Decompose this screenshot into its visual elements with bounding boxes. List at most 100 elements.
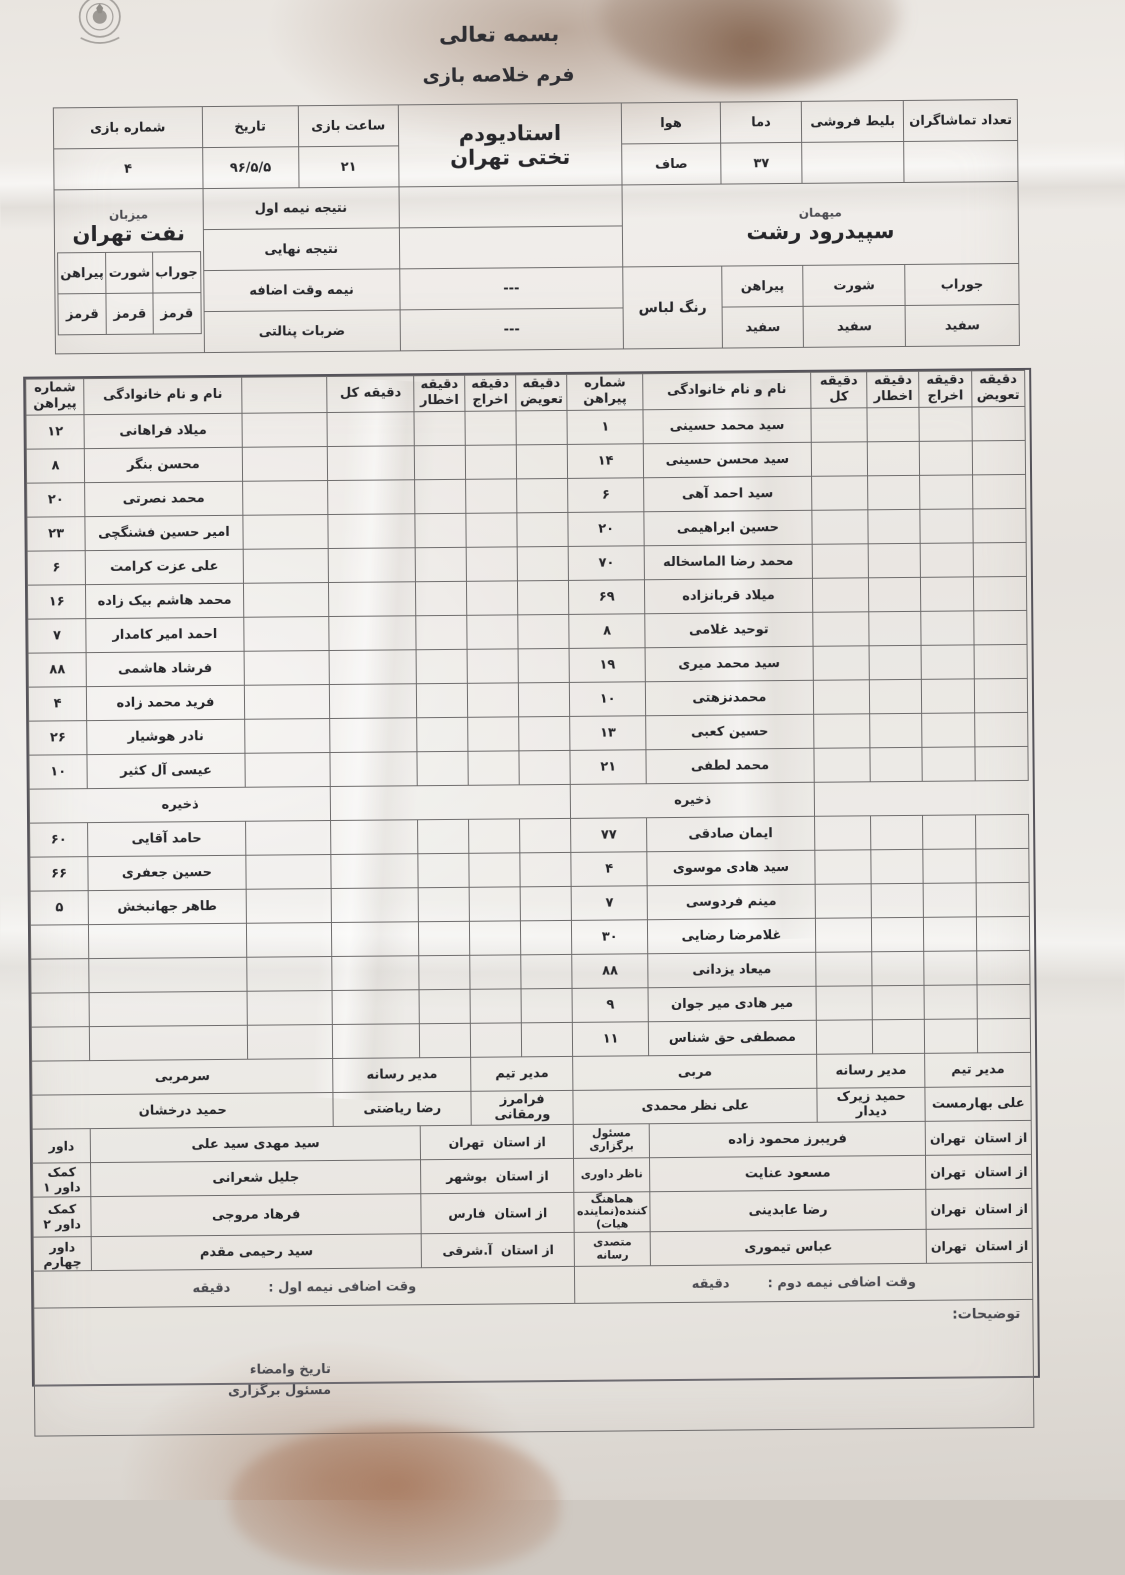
home-substitute-minute-cell[interactable] xyxy=(245,820,332,855)
home-substitute-minute-cell[interactable] xyxy=(246,955,333,991)
away-starter-number[interactable]: ۸ xyxy=(569,613,645,648)
away-substitute-minute-cell[interactable] xyxy=(922,814,976,849)
away-starter-minute-cell[interactable] xyxy=(811,509,869,544)
home-starter-minute-cell[interactable] xyxy=(414,444,466,480)
match-date-value[interactable]: ۹۶/۵/۵ xyxy=(202,146,299,189)
home-starter-minute-cell[interactable] xyxy=(467,716,519,751)
away-starter-number[interactable]: ۶ xyxy=(568,477,644,512)
home-starter-minute-cell[interactable] xyxy=(516,477,569,513)
home-substitute-minute-cell[interactable] xyxy=(520,919,573,955)
away-substitute-minute-cell[interactable] xyxy=(816,985,873,1020)
home-starter-name[interactable]: محمد هاشم بیک زاده xyxy=(85,582,244,619)
home-starter-minute-cell[interactable] xyxy=(415,614,468,650)
home-substitute-minute-cell[interactable] xyxy=(520,953,573,989)
official-name-3[interactable]: سید رحیمی مقدم xyxy=(91,1234,422,1272)
home-substitute-minute-cell[interactable] xyxy=(246,1023,334,1059)
penalties-value[interactable]: --- xyxy=(399,307,624,351)
away-starter-minute-cell[interactable] xyxy=(971,439,1026,475)
home-starter-minute-cell[interactable] xyxy=(243,582,330,617)
away-starter-name[interactable]: سید محمد میری xyxy=(644,645,814,682)
away-starter-minute-cell[interactable] xyxy=(867,406,920,442)
home-starter-number[interactable]: ۸۸ xyxy=(28,652,87,687)
away-starter-number[interactable]: ۱۹ xyxy=(569,647,646,682)
away-starter-minute-cell[interactable] xyxy=(812,611,870,646)
home-starter-minute-cell[interactable] xyxy=(515,443,569,479)
home-substitute-minute-cell[interactable] xyxy=(332,989,420,1024)
home-substitute-minute-cell[interactable] xyxy=(332,955,420,990)
home-starter-minute-cell[interactable] xyxy=(241,446,328,481)
home-substitute-minute-cell[interactable] xyxy=(519,851,572,887)
home-starter-number[interactable]: ۱۶ xyxy=(27,584,86,619)
home-staff-name-manager[interactable]: فرامرز ورمقانی xyxy=(470,1089,574,1125)
home-starter-minute-cell[interactable] xyxy=(241,412,328,447)
home-starter-number[interactable]: ۲۶ xyxy=(28,720,88,755)
home-starter-name[interactable]: محمد نصرتی xyxy=(84,480,243,517)
away-substitute-minute-cell[interactable] xyxy=(871,916,925,952)
home-substitute-minute-cell[interactable] xyxy=(470,988,521,1023)
home-substitute-minute-cell[interactable] xyxy=(519,885,572,921)
away-substitute-number[interactable]: ۷۷ xyxy=(571,817,647,852)
away-starter-minute-cell[interactable] xyxy=(811,441,868,476)
home-substitute-minute-cell[interactable] xyxy=(330,819,418,855)
home-starter-minute-cell[interactable] xyxy=(517,579,570,615)
away-starter-name[interactable]: محمد رضا الماسخاله xyxy=(643,543,813,580)
home-starter-minute-cell[interactable] xyxy=(328,547,416,583)
away-substitute-number[interactable]: ۳۰ xyxy=(571,919,648,954)
home-substitute-minute-cell[interactable] xyxy=(245,854,332,889)
home-starter-minute-cell[interactable] xyxy=(416,682,468,718)
away-starter-number[interactable]: ۱۰ xyxy=(569,681,646,716)
home-starter-minute-cell[interactable] xyxy=(415,580,467,616)
away-substitute-number[interactable]: ۱۱ xyxy=(572,1021,649,1056)
away-starter-minute-cell[interactable] xyxy=(812,577,869,612)
away-starter-minute-cell[interactable] xyxy=(813,747,871,782)
home-starter-minute-cell[interactable] xyxy=(327,445,415,481)
home-starter-number[interactable]: ۱۲ xyxy=(25,414,85,449)
home-starter-minute-cell[interactable] xyxy=(328,581,416,617)
home-starter-minute-cell[interactable] xyxy=(243,650,330,685)
home-starter-minute-cell[interactable] xyxy=(515,409,568,445)
organizer-province-3[interactable]: از استان تهران xyxy=(926,1228,1033,1264)
home-starter-minute-cell[interactable] xyxy=(416,716,468,752)
away-starter-number[interactable]: ۱۴ xyxy=(567,443,644,478)
home-substitute-minute-cell[interactable] xyxy=(520,1021,574,1057)
result-final-value[interactable] xyxy=(399,225,623,269)
away-substitute-minute-cell[interactable] xyxy=(814,849,872,884)
home-starter-minute-cell[interactable] xyxy=(329,683,417,719)
away-substitute-minute-cell[interactable] xyxy=(870,814,924,850)
organizer-name-3[interactable]: عباس تیموری xyxy=(649,1229,927,1267)
away-substitute-minute-cell[interactable] xyxy=(871,882,924,918)
home-starter-minute-cell[interactable] xyxy=(328,513,416,549)
away-starter-minute-cell[interactable] xyxy=(920,576,974,611)
away-starter-minute-cell[interactable] xyxy=(973,609,1028,645)
official-province-1[interactable]: از استان بوشهر xyxy=(420,1157,575,1194)
home-starter-minute-cell[interactable] xyxy=(244,752,331,787)
home-starter-minute-cell[interactable] xyxy=(518,681,571,717)
home-starter-minute-cell[interactable] xyxy=(244,718,331,753)
home-starter-number[interactable]: ۶ xyxy=(27,550,86,585)
home-starter-name[interactable]: فرشاد هاشمی xyxy=(86,650,245,687)
away-starter-minute-cell[interactable] xyxy=(973,677,1028,713)
away-substitute-minute-cell[interactable] xyxy=(814,815,871,850)
organizer-province-2[interactable]: از استان تهران xyxy=(926,1187,1033,1230)
home-starter-minute-cell[interactable] xyxy=(415,512,467,548)
home-starter-minute-cell[interactable] xyxy=(242,514,329,549)
home-substitute-minute-cell[interactable] xyxy=(469,920,521,955)
away-starter-minute-cell[interactable] xyxy=(869,678,923,714)
away-substitute-name[interactable]: مصطفی حق شناس xyxy=(648,1019,817,1056)
home-starter-minute-cell[interactable] xyxy=(330,717,418,753)
home-starter-minute-cell[interactable] xyxy=(517,647,570,683)
away-starter-minute-cell[interactable] xyxy=(973,575,1027,611)
home-substitute-number[interactable]: ۶۶ xyxy=(29,856,89,891)
organizer-province-0[interactable]: از استان تهران xyxy=(925,1119,1032,1155)
home-starter-minute-cell[interactable] xyxy=(416,648,468,684)
away-starter-minute-cell[interactable] xyxy=(813,713,870,748)
away-starter-minute-cell[interactable] xyxy=(920,508,973,543)
away-starter-minute-cell[interactable] xyxy=(922,746,975,781)
away-substitute-minute-cell[interactable] xyxy=(870,848,924,884)
away-substitute-minute-cell[interactable] xyxy=(923,916,977,951)
home-starter-minute-cell[interactable] xyxy=(417,750,469,786)
away-starter-minute-cell[interactable] xyxy=(868,542,921,578)
home-starter-minute-cell[interactable] xyxy=(467,648,519,683)
away-substitute-name[interactable]: ایمان صادقی xyxy=(646,815,815,852)
home-substitute-name[interactable]: حسین جعفری xyxy=(88,854,246,891)
